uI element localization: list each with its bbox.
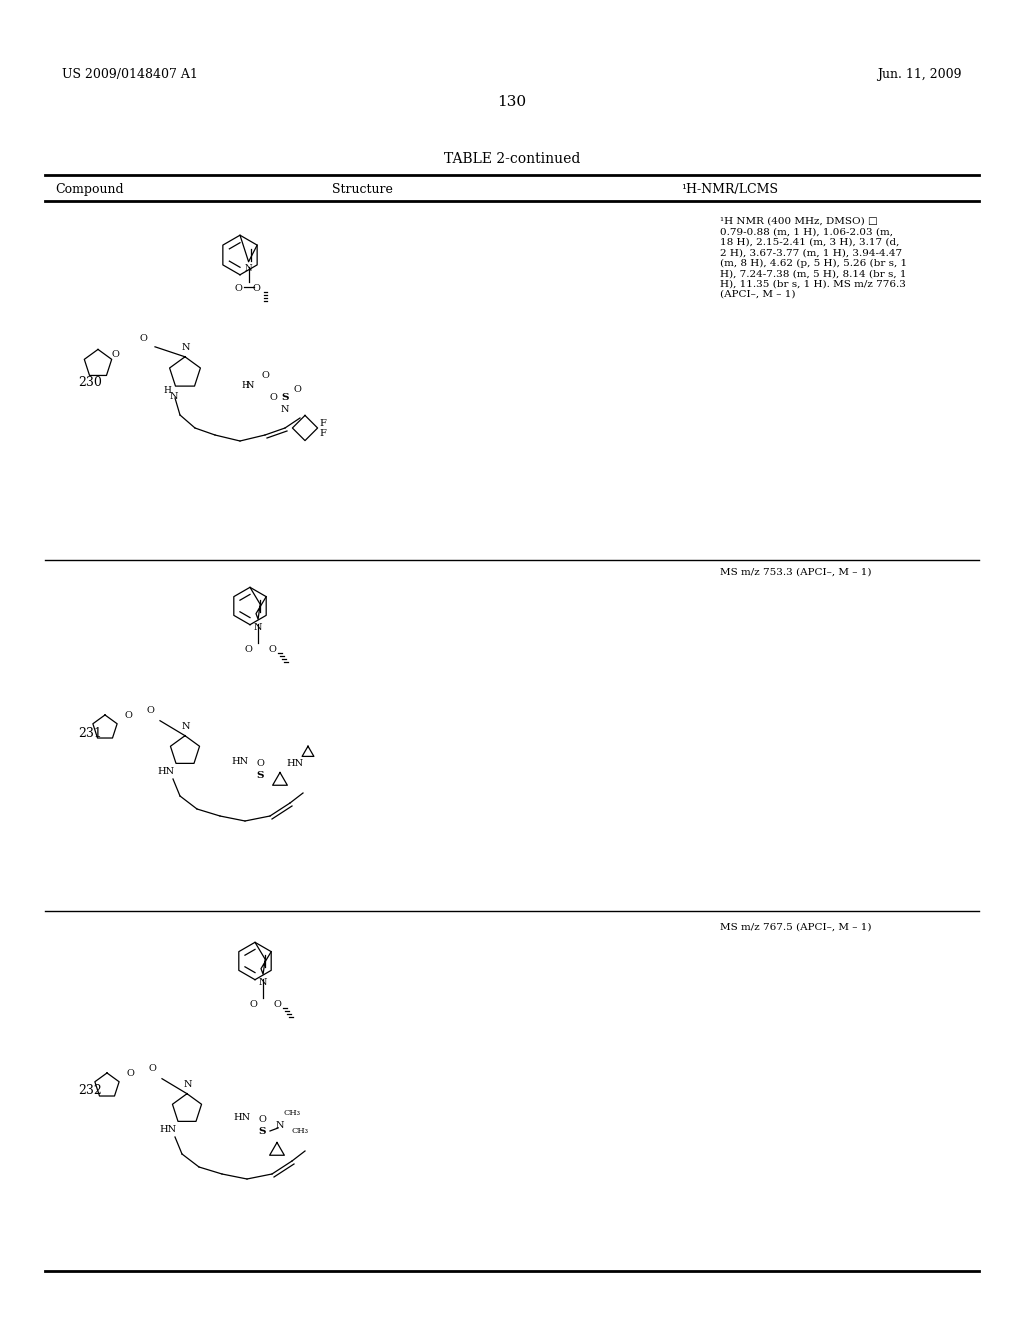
Text: O: O xyxy=(261,371,269,380)
Text: O: O xyxy=(269,393,276,403)
Text: US 2009/0148407 A1: US 2009/0148407 A1 xyxy=(62,69,198,81)
Text: HN: HN xyxy=(287,759,303,767)
Text: 130: 130 xyxy=(498,95,526,110)
Text: Structure: Structure xyxy=(332,183,392,195)
Text: N: N xyxy=(275,1122,285,1130)
Text: S: S xyxy=(282,393,289,403)
Text: CH₃: CH₃ xyxy=(284,1109,301,1117)
Text: HN: HN xyxy=(160,1125,176,1134)
Text: 230: 230 xyxy=(78,376,102,389)
Text: O: O xyxy=(256,759,264,768)
Text: 231: 231 xyxy=(78,727,102,741)
Text: MS m/z 753.3 (APCI–, M – 1): MS m/z 753.3 (APCI–, M – 1) xyxy=(720,568,871,577)
Text: HN: HN xyxy=(233,1113,251,1122)
Text: N: N xyxy=(169,392,178,400)
Text: HN: HN xyxy=(158,767,174,776)
Text: S: S xyxy=(258,1126,266,1135)
Text: O: O xyxy=(273,999,281,1008)
Text: N: N xyxy=(254,623,262,632)
Text: ¹H-NMR/LCMS: ¹H-NMR/LCMS xyxy=(682,183,778,195)
Text: O: O xyxy=(249,999,257,1008)
Text: O: O xyxy=(146,706,154,715)
Text: O: O xyxy=(234,284,243,293)
Text: O: O xyxy=(268,644,276,653)
Text: HN: HN xyxy=(231,756,249,766)
Text: TABLE 2-continued: TABLE 2-continued xyxy=(443,152,581,166)
Text: O: O xyxy=(126,1069,134,1078)
Text: O: O xyxy=(139,334,146,343)
Text: O: O xyxy=(124,711,132,721)
Text: CH₃: CH₃ xyxy=(292,1127,309,1135)
Text: O: O xyxy=(293,385,301,395)
Text: 232: 232 xyxy=(78,1085,101,1097)
Text: N: N xyxy=(183,1080,193,1089)
Text: N: N xyxy=(181,343,190,352)
Text: N: N xyxy=(281,405,289,414)
Text: H: H xyxy=(164,385,171,395)
Text: O: O xyxy=(244,644,252,653)
Text: Jun. 11, 2009: Jun. 11, 2009 xyxy=(878,69,962,81)
Text: N: N xyxy=(181,722,190,731)
Text: N: N xyxy=(259,978,267,987)
Text: O: O xyxy=(111,350,119,359)
Text: Compound: Compound xyxy=(55,183,124,195)
Text: S: S xyxy=(256,771,264,780)
Text: O: O xyxy=(148,1064,156,1073)
Text: H: H xyxy=(241,381,249,391)
Text: N: N xyxy=(245,264,252,273)
Text: F: F xyxy=(319,418,326,428)
Text: F: F xyxy=(319,429,326,437)
Text: O: O xyxy=(253,284,260,293)
Text: N: N xyxy=(246,381,254,391)
Text: MS m/z 767.5 (APCI–, M – 1): MS m/z 767.5 (APCI–, M – 1) xyxy=(720,923,871,932)
Text: ¹H NMR (400 MHz, DMSO) □
0.79-0.88 (m, 1 H), 1.06-2.03 (m,
18 H), 2.15-2.41 (m, : ¹H NMR (400 MHz, DMSO) □ 0.79-0.88 (m, 1… xyxy=(720,216,907,298)
Text: O: O xyxy=(258,1114,266,1123)
